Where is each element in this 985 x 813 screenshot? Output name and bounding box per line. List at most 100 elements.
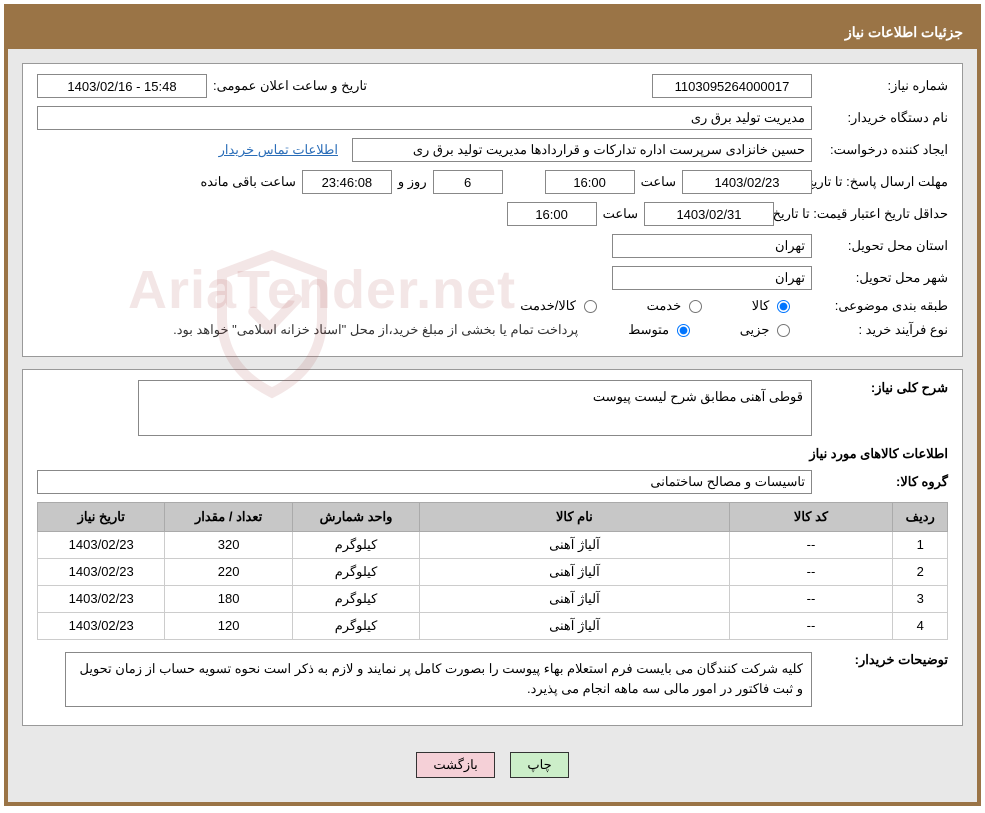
reply-deadline-time-field[interactable] <box>545 170 635 194</box>
row-process-type: نوع فرآیند خرید : جزیی متوسط پرداخت تمام… <box>37 322 948 338</box>
city-field[interactable] <box>612 266 812 290</box>
requester-label: ایجاد کننده درخواست: <box>818 142 948 158</box>
need-number-field[interactable] <box>652 74 812 98</box>
days-and-label: روز و <box>398 174 427 190</box>
province-field[interactable] <box>612 234 812 258</box>
table-cell: 1403/02/23 <box>38 585 165 612</box>
row-reply-deadline: مهلت ارسال پاسخ: تا تاریخ: ساعت روز و سا… <box>37 170 948 194</box>
table-cell: آلیاژ آهنی <box>420 558 729 585</box>
row-need-summary: شرح کلی نیاز: <box>37 380 948 436</box>
table-cell: 180 <box>165 585 292 612</box>
table-cell: 3 <box>893 585 948 612</box>
table-row: 4--آلیاژ آهنیکیلوگرم1201403/02/23 <box>38 612 948 639</box>
row-buyer-org: نام دستگاه خریدار: <box>37 106 948 130</box>
buyer-desc-field[interactable] <box>65 652 812 708</box>
table-cell: 220 <box>165 558 292 585</box>
need-number-label: شماره نیاز: <box>818 78 948 94</box>
table-header-row: ردیفکد کالانام کالاواحد شمارشتعداد / مقد… <box>38 502 948 531</box>
time-label-2: ساعت <box>603 206 638 222</box>
table-row: 3--آلیاژ آهنیکیلوگرم1801403/02/23 <box>38 585 948 612</box>
process-radio-motavaset[interactable] <box>677 324 690 337</box>
table-cell: 1403/02/23 <box>38 531 165 558</box>
table-cell: -- <box>729 585 893 612</box>
table-col-1: کد کالا <box>729 502 893 531</box>
table-col-2: نام کالا <box>420 502 729 531</box>
need-panel: شرح کلی نیاز: اطلاعات کالاهای مورد نیاز … <box>22 369 963 726</box>
process-option-jozi: جزیی <box>718 322 790 338</box>
button-bar: چاپ بازگشت <box>22 738 963 788</box>
table-cell: 120 <box>165 612 292 639</box>
buyer-org-field[interactable] <box>37 106 812 130</box>
group-field[interactable] <box>37 470 812 494</box>
row-city: شهر محل تحویل: <box>37 266 948 290</box>
row-price-validity: حداقل تاریخ اعتبار قیمت: تا تاریخ: ساعت <box>37 202 948 226</box>
row-category: طبقه بندی موضوعی: کالا خدمت کالا/خدمت <box>37 298 948 314</box>
table-cell: کیلوگرم <box>292 558 419 585</box>
category-radio-khadamat[interactable] <box>689 300 702 313</box>
table-cell: آلیاژ آهنی <box>420 531 729 558</box>
group-label: گروه کالا: <box>818 474 948 490</box>
price-valid-date-field[interactable] <box>644 202 774 226</box>
table-cell: 4 <box>893 612 948 639</box>
print-button[interactable]: چاپ <box>510 752 568 778</box>
table-cell: 1403/02/23 <box>38 612 165 639</box>
table-cell: آلیاژ آهنی <box>420 612 729 639</box>
table-cell: -- <box>729 531 893 558</box>
items-table: ردیفکد کالانام کالاواحد شمارشتعداد / مقد… <box>37 502 948 640</box>
time-remaining-field[interactable] <box>302 170 392 194</box>
buyer-desc-label: توضیحات خریدار: <box>818 652 948 668</box>
announce-label: تاریخ و ساعت اعلان عمومی: <box>213 78 367 94</box>
buyer-org-label: نام دستگاه خریدار: <box>818 110 948 126</box>
table-cell: -- <box>729 558 893 585</box>
requester-field[interactable] <box>352 138 812 162</box>
process-option-motavaset: متوسط <box>606 322 689 338</box>
content-area: AriaTender.net شماره نیاز: تاریخ و ساعت … <box>8 49 977 802</box>
process-note: پرداخت تمام یا بخشی از مبلغ خرید،از محل … <box>173 322 578 338</box>
buyer-contact-link[interactable]: اطلاعات تماس خریدار <box>219 142 338 158</box>
reply-deadline-label: مهلت ارسال پاسخ: تا تاریخ: <box>818 174 948 190</box>
row-province: استان محل تحویل: <box>37 234 948 258</box>
table-cell: کیلوگرم <box>292 531 419 558</box>
category-option-khadamat: خدمت <box>625 298 702 314</box>
table-row: 2--آلیاژ آهنیکیلوگرم2201403/02/23 <box>38 558 948 585</box>
announce-datetime-field[interactable] <box>37 74 207 98</box>
table-cell: آلیاژ آهنی <box>420 585 729 612</box>
items-section-title: اطلاعات کالاهای مورد نیاز <box>37 446 948 462</box>
process-label: نوع فرآیند خرید : <box>818 322 948 338</box>
row-requester: ایجاد کننده درخواست: اطلاعات تماس خریدار <box>37 138 948 162</box>
province-label: استان محل تحویل: <box>818 238 948 254</box>
time-label-1: ساعت <box>641 174 676 190</box>
row-need-number: شماره نیاز: تاریخ و ساعت اعلان عمومی: <box>37 74 948 98</box>
category-option-kala: کالا <box>730 298 790 314</box>
need-summary-label: شرح کلی نیاز: <box>818 380 948 396</box>
category-radio-kala[interactable] <box>777 300 790 313</box>
remaining-suffix-label: ساعت باقی مانده <box>200 174 295 190</box>
category-option-kalakhadamat: کالا/خدمت <box>498 298 596 314</box>
category-label: طبقه بندی موضوعی: <box>818 298 948 314</box>
table-row: 1--آلیاژ آهنیکیلوگرم3201403/02/23 <box>38 531 948 558</box>
table-cell: 1403/02/23 <box>38 558 165 585</box>
city-label: شهر محل تحویل: <box>818 270 948 286</box>
app-frame: جزئیات اطلاعات نیاز AriaTender.net شماره… <box>4 4 981 806</box>
back-button[interactable]: بازگشت <box>416 752 494 778</box>
table-cell: 1 <box>893 531 948 558</box>
table-col-3: واحد شمارش <box>292 502 419 531</box>
row-buyer-desc: توضیحات خریدار: <box>37 652 948 708</box>
table-cell: کیلوگرم <box>292 612 419 639</box>
table-cell: کیلوگرم <box>292 585 419 612</box>
page-title: جزئیات اطلاعات نیاز <box>845 24 963 40</box>
days-remaining-field[interactable] <box>433 170 503 194</box>
table-cell: 320 <box>165 531 292 558</box>
table-col-4: تعداد / مقدار <box>165 502 292 531</box>
process-radio-jozi[interactable] <box>777 324 790 337</box>
table-cell: -- <box>729 612 893 639</box>
table-body: 1--آلیاژ آهنیکیلوگرم3201403/02/232--آلیا… <box>38 531 948 639</box>
row-group: گروه کالا: <box>37 470 948 494</box>
price-valid-label: حداقل تاریخ اعتبار قیمت: تا تاریخ: <box>780 206 948 222</box>
category-radio-kalakhadamat[interactable] <box>584 300 597 313</box>
reply-deadline-date-field[interactable] <box>682 170 812 194</box>
price-valid-time-field[interactable] <box>507 202 597 226</box>
need-summary-field[interactable] <box>138 380 812 436</box>
info-panel: شماره نیاز: تاریخ و ساعت اعلان عمومی: نا… <box>22 63 963 357</box>
page-title-bar: جزئیات اطلاعات نیاز <box>8 16 977 49</box>
